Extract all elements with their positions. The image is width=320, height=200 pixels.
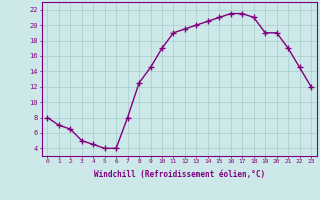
X-axis label: Windchill (Refroidissement éolien,°C): Windchill (Refroidissement éolien,°C) [94, 170, 265, 179]
